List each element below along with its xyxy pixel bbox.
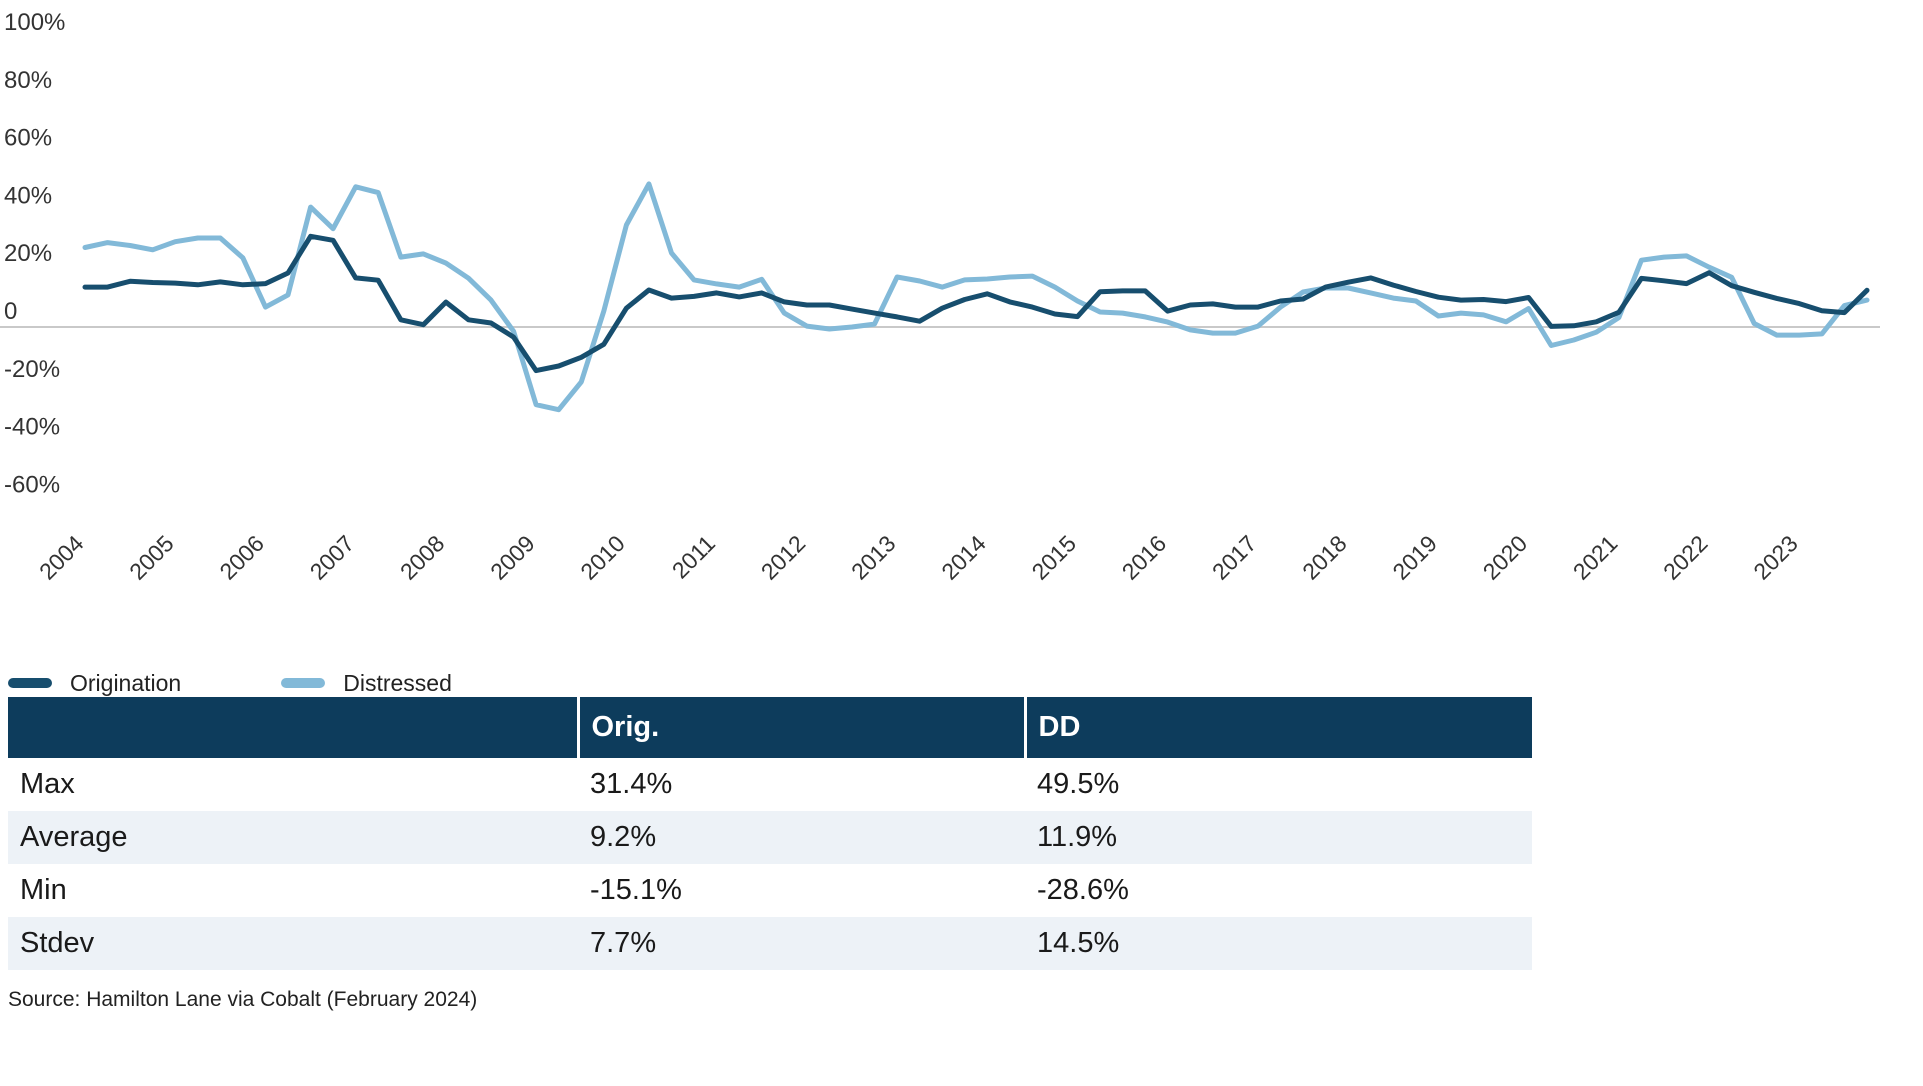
table-row-stdev: Stdev 7.7% 14.5% xyxy=(8,917,1532,970)
x-axis-label: 2021 xyxy=(1568,530,1623,585)
x-axis-label: 2015 xyxy=(1026,530,1081,585)
legend-label-distressed: Distressed xyxy=(343,669,452,696)
y-axis-label: -20% xyxy=(4,356,60,383)
stats-header-orig: Orig. xyxy=(576,697,1025,758)
chart-legend: Origination Distressed xyxy=(8,668,452,698)
x-axis-label: 2017 xyxy=(1207,530,1262,585)
legend-item-distressed: Distressed xyxy=(281,670,452,697)
stats-header-empty xyxy=(8,697,578,758)
orig-max: 31.4% xyxy=(590,768,673,800)
orig-average: 9.2% xyxy=(590,821,657,853)
dd-stdev: 14.5% xyxy=(1037,927,1120,959)
table-row-max: Max 31.4% 49.5% xyxy=(8,758,1532,811)
chart-canvas: 100% 80% 60% 40% 20% 0 -20% -40% -60% 2004 2005 200… xyxy=(0,9,1880,585)
row-label: Stdev xyxy=(20,927,95,959)
row-label: Average xyxy=(20,821,128,853)
row-label: Max xyxy=(20,768,75,800)
x-axis-label: 2006 xyxy=(214,530,269,585)
y-axis-label: 100% xyxy=(4,9,65,36)
table-row-min: Min -15.1% -28.6% xyxy=(8,864,1532,917)
x-axis-label: 2019 xyxy=(1387,530,1442,585)
dd-max: 49.5% xyxy=(1037,768,1120,800)
legend-item-origination: Origination xyxy=(8,670,181,697)
x-axis-label: 2010 xyxy=(575,530,630,585)
x-axis-label: 2018 xyxy=(1297,530,1352,585)
x-axis-label: 2023 xyxy=(1748,530,1803,585)
dd-average: 11.9% xyxy=(1037,821,1118,853)
x-axis-label: 2016 xyxy=(1117,530,1172,585)
orig-stdev: 7.7% xyxy=(590,927,657,959)
x-axis-label: 2020 xyxy=(1478,530,1533,585)
x-axis-label: 2004 xyxy=(34,530,89,585)
distressed-line-swatch xyxy=(281,678,326,688)
x-axis-label: 2008 xyxy=(395,530,450,585)
y-axis-label: 80% xyxy=(4,67,52,94)
line-chart: 100% 80% 60% 40% 20% 0 -20% -40% -60% 2004 2005 200… xyxy=(0,9,1880,585)
y-axis-label: 40% xyxy=(4,182,52,209)
x-axis-label: 2007 xyxy=(305,530,360,585)
legend-label-origination: Origination xyxy=(70,669,182,696)
source-note: Source: Hamilton Lane via Cobalt (Februa… xyxy=(8,988,478,1011)
dd-min: -28.6% xyxy=(1037,874,1129,906)
x-axis-label: 2022 xyxy=(1658,530,1713,585)
x-axis-label: 2011 xyxy=(667,530,720,583)
y-axis-label: 20% xyxy=(4,240,52,267)
x-axis-label: 2012 xyxy=(756,530,811,585)
x-axis-label: 2009 xyxy=(485,530,540,585)
series-line-origination xyxy=(82,233,1870,374)
y-axis-label: -60% xyxy=(4,471,60,498)
stats-table: Orig. DD Max 31.4% 49.5% Average 9.2% 11… xyxy=(8,697,1532,970)
orig-min: -15.1% xyxy=(590,874,682,906)
x-axis-label: 2014 xyxy=(936,530,991,585)
y-axis-label: -40% xyxy=(4,414,60,441)
y-axis-label: 0 xyxy=(4,298,17,325)
x-axis-label: 2013 xyxy=(846,530,901,585)
stats-header-dd: DD xyxy=(1023,697,1532,758)
row-label: Min xyxy=(20,874,67,906)
series-line-distressed xyxy=(82,181,1870,413)
table-row-average: Average 9.2% 11.9% xyxy=(8,811,1532,864)
origination-line-swatch xyxy=(8,678,52,688)
x-axis-label: 2005 xyxy=(124,530,179,585)
y-axis-label: 60% xyxy=(4,125,52,152)
stats-header-row: Orig. DD xyxy=(8,697,1532,758)
